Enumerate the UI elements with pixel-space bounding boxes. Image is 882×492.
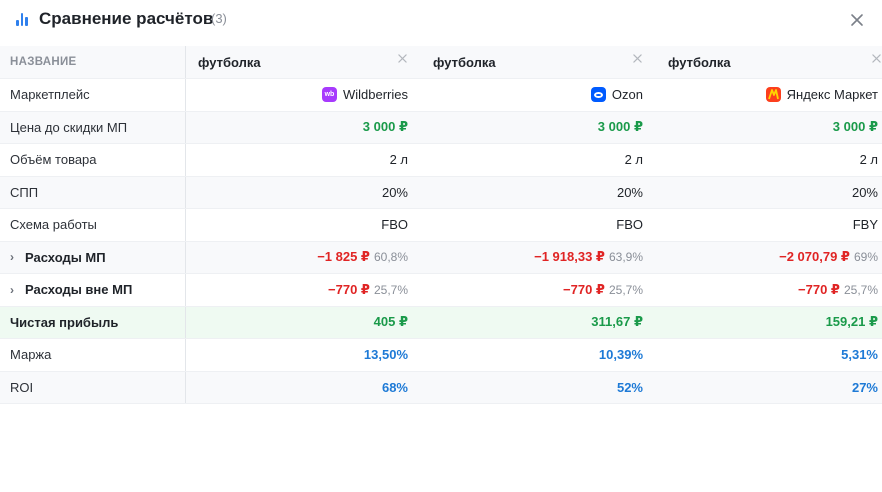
price-value: 3 000 ₽ <box>597 119 643 135</box>
remove-column-button[interactable] <box>633 54 642 63</box>
marketplace-name: Wildberries <box>342 87 408 103</box>
spp-value: 20% <box>851 184 878 200</box>
wildberries-logo-icon: wb <box>321 87 337 103</box>
non-mp-costs-cell: −770 ₽ 25,7% <box>656 274 882 306</box>
name-column-header: НАЗВАНИЕ <box>0 46 186 78</box>
table-row-price: Цена до скидки МП 3 000 ₽ 3 000 ₽ 3 000 … <box>0 111 882 144</box>
price-value: 3 000 ₽ <box>362 119 408 135</box>
row-label: ROI <box>0 371 186 403</box>
modal-header: Сравнение расчётов (3) <box>0 0 882 42</box>
non-mp-costs-value: −770 ₽ <box>563 281 605 297</box>
ozon-logo-icon <box>590 87 606 103</box>
remove-column-button[interactable] <box>872 54 881 63</box>
close-icon <box>851 14 863 26</box>
row-label: СПП <box>0 176 186 208</box>
row-label: Чистая прибыль <box>0 306 186 338</box>
mp-costs-value: −2 070,79 ₽ <box>779 249 850 265</box>
product-name: футболка <box>668 54 731 70</box>
scheme-value: FBO <box>381 217 408 233</box>
table-row-profit: Чистая прибыль 405 ₽ 311,67 ₽ 159,21 ₽ <box>0 306 882 339</box>
non-mp-costs-percent: 25,7% <box>843 282 878 297</box>
expand-row-toggle[interactable]: › Расходы МП <box>0 241 186 273</box>
product-name: футболка <box>198 54 261 70</box>
scheme-value: FBY <box>852 217 878 233</box>
volume-value: 2 л <box>389 152 408 168</box>
spp-value: 20% <box>381 184 408 200</box>
table-header-row: НАЗВАНИЕ футболка футболка футболка <box>0 46 882 79</box>
table-row-spp: СПП 20% 20% 20% <box>0 176 882 209</box>
table-row-roi: ROI 68% 52% 27% <box>0 371 882 404</box>
mp-costs-value: −1 825 ₽ <box>317 249 370 265</box>
table-row-volume: Объём товара 2 л 2 л 2 л <box>0 144 882 177</box>
price-value: 3 000 ₽ <box>832 119 878 135</box>
bar-chart-icon <box>15 12 29 26</box>
marketplace-cell: Ozon <box>421 79 656 111</box>
non-mp-costs-value: −770 ₽ <box>328 281 370 297</box>
mp-costs-value: −1 918,33 ₽ <box>534 249 605 265</box>
non-mp-costs-value: −770 ₽ <box>798 281 840 297</box>
row-label: Расходы МП <box>25 249 106 265</box>
mp-costs-cell: −2 070,79 ₽ 69% <box>656 242 882 274</box>
mp-costs-cell: −1 918,33 ₽ 63,9% <box>421 242 656 274</box>
margin-value: 5,31% <box>841 347 878 363</box>
volume-value: 2 л <box>859 152 878 168</box>
row-label: Маржа <box>0 339 186 371</box>
mp-costs-percent: 69% <box>853 250 878 265</box>
scheme-value: FBO <box>616 217 643 233</box>
roi-value: 52% <box>616 379 643 395</box>
mp-costs-percent: 63,9% <box>608 250 643 265</box>
roi-value: 27% <box>851 379 878 395</box>
mp-costs-percent: 60,8% <box>373 250 408 265</box>
remove-column-button[interactable] <box>398 54 407 63</box>
table-row-margin: Маржа 13,50% 10,39% 5,31% <box>0 339 882 372</box>
non-mp-costs-cell: −770 ₽ 25,7% <box>421 274 656 306</box>
row-label: Схема работы <box>0 209 186 241</box>
close-button[interactable] <box>846 9 868 31</box>
marketplace-cell: Яндекс Маркет <box>656 79 882 111</box>
volume-value: 2 л <box>624 152 643 168</box>
margin-value: 13,50% <box>363 347 408 363</box>
row-label: Объём товара <box>0 144 186 176</box>
profit-value: 311,67 ₽ <box>591 314 643 330</box>
table-row-non-mp-costs[interactable]: › Расходы вне МП −770 ₽ 25,7% −770 ₽ 25,… <box>0 274 882 307</box>
row-label: Расходы вне МП <box>25 282 133 298</box>
column-header-1: футболка <box>186 46 421 78</box>
column-header-2: футболка <box>421 46 656 78</box>
marketplace-name: Яндекс Маркет <box>786 87 878 103</box>
yandex-market-logo-icon <box>765 87 781 103</box>
non-mp-costs-percent: 25,7% <box>608 282 643 297</box>
comparison-table: НАЗВАНИЕ футболка футболка футболка Марк… <box>0 46 882 404</box>
spp-value: 20% <box>616 184 643 200</box>
row-label: Маркетплейс <box>0 79 186 111</box>
roi-value: 68% <box>381 379 408 395</box>
table-row-mp-costs[interactable]: › Расходы МП −1 825 ₽ 60,8% −1 918,33 ₽ … <box>0 241 882 274</box>
non-mp-costs-cell: −770 ₽ 25,7% <box>186 274 421 306</box>
mp-costs-cell: −1 825 ₽ 60,8% <box>186 242 421 274</box>
product-name: футболка <box>433 54 496 70</box>
margin-value: 10,39% <box>598 347 643 363</box>
marketplace-cell: wb Wildberries <box>186 79 421 111</box>
column-header-3: футболка <box>656 46 882 78</box>
chevron-right-icon: › <box>10 250 14 265</box>
profit-value: 405 ₽ <box>373 314 408 330</box>
comparison-count: (3) <box>211 11 227 26</box>
table-row-marketplace: Маркетплейс wb Wildberries Ozon Яндекс М… <box>0 79 882 112</box>
chevron-right-icon: › <box>10 282 14 297</box>
table-row-scheme: Схема работы FBO FBO FBY <box>0 209 882 242</box>
non-mp-costs-percent: 25,7% <box>373 282 408 297</box>
marketplace-name: Ozon <box>611 87 643 103</box>
profit-value: 159,21 ₽ <box>825 314 878 330</box>
row-label: Цена до скидки МП <box>0 111 186 143</box>
expand-row-toggle[interactable]: › Расходы вне МП <box>0 274 186 306</box>
modal-title: Сравнение расчётов <box>39 9 214 28</box>
